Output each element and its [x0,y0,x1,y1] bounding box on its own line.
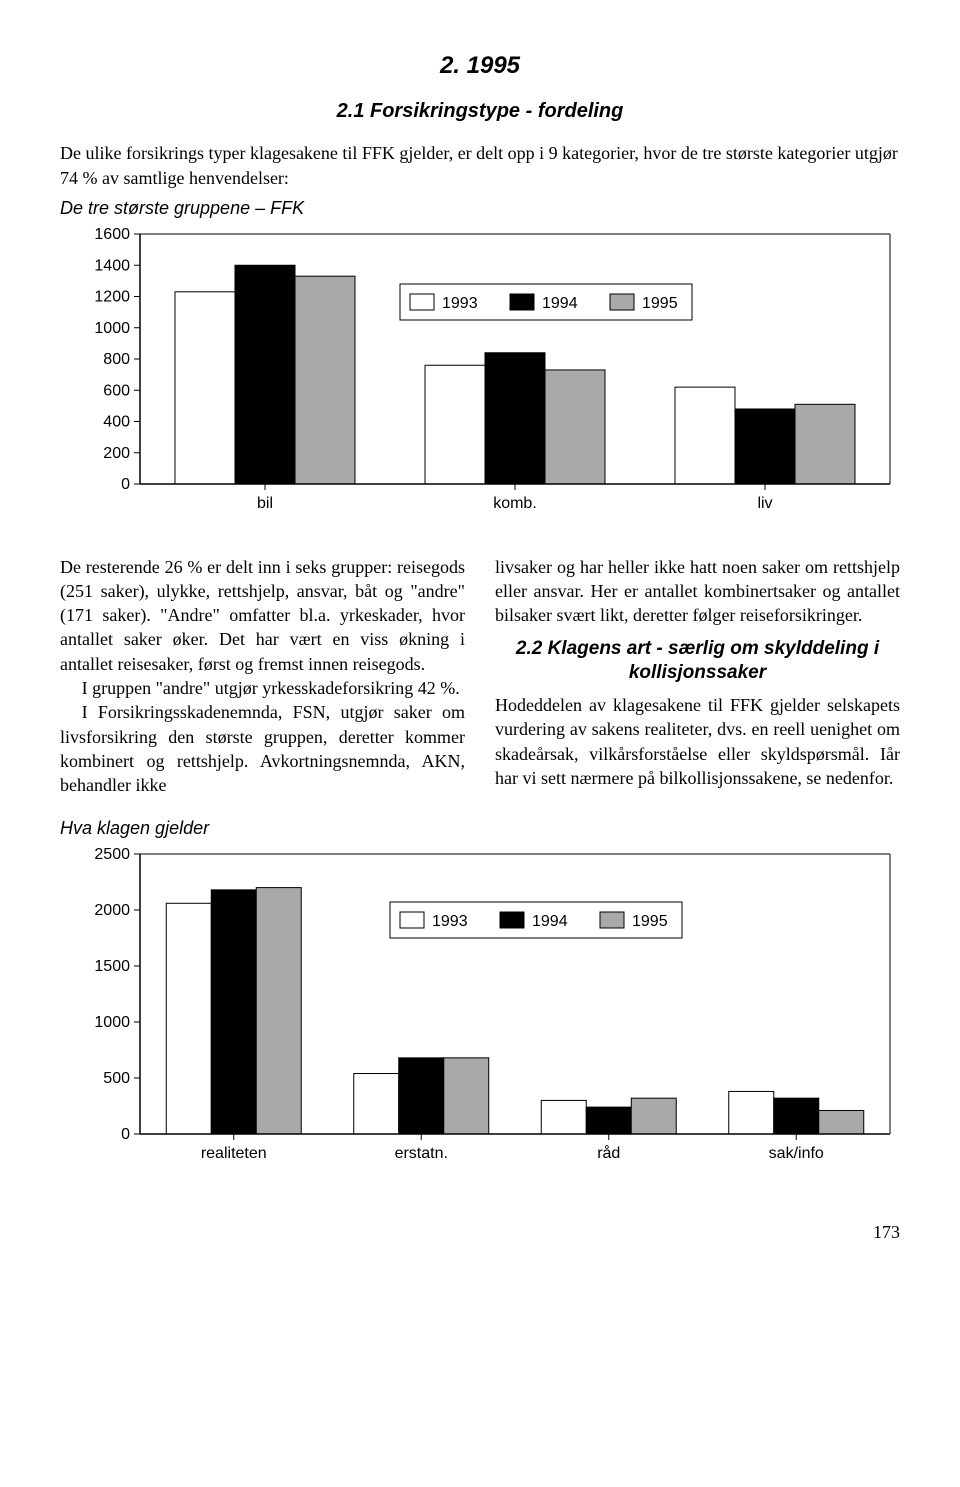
section-heading-2-1: 2.1 Forsikringstype - fordeling [60,98,900,125]
chart2-svg: 0 500 1000 1500 2000 2500 realiteten erstatn. rå… [60,844,900,1184]
chart2: 0 500 1000 1500 2000 2500 realiteten erstatn. rå… [60,844,900,1190]
svg-text:sak/info: sak/info [769,1145,824,1162]
svg-text:400: 400 [103,414,130,431]
page-heading: 2. 1995 [60,50,900,82]
svg-text:1500: 1500 [94,958,130,975]
svg-text:råd: råd [597,1144,620,1162]
svg-text:1995: 1995 [642,295,678,312]
svg-text:800: 800 [103,351,130,368]
svg-text:1994: 1994 [532,913,568,930]
intro-paragraph: De ulike forsikrings typer klagesakene t… [60,141,900,190]
svg-text:1993: 1993 [442,295,478,312]
svg-text:bil: bil [257,495,273,512]
chart1: 0 200 400 600 800 1000 1200 1400 1600 bil komb. liv… [60,224,900,540]
left-p2: I gruppen "andre" utgjør yrkesskadeforsi… [60,676,465,700]
chart1-title: De tre største gruppene – FFK [60,196,900,220]
svg-text:1000: 1000 [94,1014,130,1031]
svg-text:200: 200 [103,445,130,462]
svg-text:1400: 1400 [94,258,130,275]
right-column: livsaker og har heller ikke hatt noen sa… [495,555,900,798]
page-number: 173 [60,1220,900,1244]
text-columns: De resterende 26 % er delt inn i seks gr… [60,555,900,798]
svg-text:1994: 1994 [542,295,578,312]
right-p2: Hodeddelen av klagesakene til FFK gjelde… [495,693,900,790]
svg-text:2500: 2500 [94,846,130,863]
left-p3: I Forsikringsskadenemnda, FSN, utgjør sa… [60,700,465,797]
svg-text:realiteten: realiteten [201,1145,267,1162]
svg-text:2000: 2000 [94,902,130,919]
svg-text:liv: liv [757,495,772,512]
left-p1: De resterende 26 % er delt inn i seks gr… [60,555,465,676]
left-column: De resterende 26 % er delt inn i seks gr… [60,555,465,798]
svg-text:1200: 1200 [94,289,130,306]
svg-text:1000: 1000 [94,320,130,337]
svg-text:komb.: komb. [493,495,537,512]
svg-text:0: 0 [121,476,130,493]
svg-text:1600: 1600 [94,226,130,243]
svg-text:erstatn.: erstatn. [395,1145,448,1162]
svg-text:0: 0 [121,1126,130,1143]
svg-text:1993: 1993 [432,913,468,930]
right-p1: livsaker og har heller ikke hatt noen sa… [495,555,900,628]
svg-text:500: 500 [103,1070,130,1087]
chart1-svg: 0 200 400 600 800 1000 1200 1400 1600 bil komb. liv… [60,224,900,534]
svg-text:1995: 1995 [632,913,668,930]
svg-text:600: 600 [103,383,130,400]
chart2-title: Hva klagen gjelder [60,816,900,840]
section-heading-2-2: 2.2 Klagens art - særlig om skylddeling … [495,637,900,685]
